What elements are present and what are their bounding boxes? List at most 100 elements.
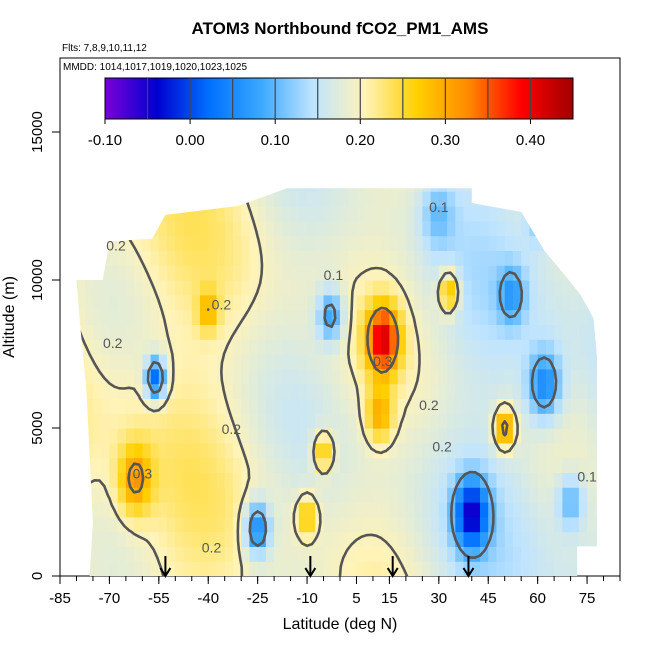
- heatmap-cell: [224, 561, 234, 576]
- heatmap-cell: [364, 428, 374, 444]
- heatmap-cell: [125, 546, 135, 562]
- heatmap-cell: [471, 457, 481, 473]
- heatmap-cell: [60, 324, 69, 339]
- heatmap-cell: [150, 188, 160, 192]
- heatmap-cell: [134, 191, 143, 207]
- heatmap-cell: [356, 250, 366, 266]
- heatmap-cell: [480, 354, 489, 370]
- heatmap-cell: [183, 309, 193, 325]
- heatmap-cell: [356, 294, 366, 311]
- heatmap-cell: [167, 457, 176, 473]
- heatmap-cell: [76, 531, 86, 547]
- heatmap-cell: [117, 220, 127, 237]
- heatmap-cell: [504, 502, 514, 518]
- heatmap-cell: [529, 354, 539, 370]
- heatmap-cell: [290, 250, 300, 266]
- heatmap-cell: [340, 294, 349, 311]
- heatmap-cell: [117, 250, 127, 266]
- heatmap-cell: [512, 188, 522, 192]
- heatmap-cell: [521, 561, 530, 576]
- heatmap-cell: [529, 487, 539, 503]
- heatmap-cell: [578, 188, 588, 192]
- heatmap-cell: [529, 206, 539, 222]
- heatmap-cell: [265, 294, 275, 311]
- heatmap-cell: [265, 368, 275, 385]
- heatmap-cell: [430, 309, 440, 325]
- heatmap-cell: [455, 442, 465, 459]
- heatmap-cell: [587, 442, 596, 459]
- heatmap-cell: [496, 368, 506, 385]
- heatmap-cell: [76, 398, 86, 414]
- heatmap-cell: [521, 368, 530, 385]
- heatmap-cell: [191, 250, 201, 266]
- heatmap-cell: [290, 235, 300, 251]
- heatmap-cell: [537, 531, 547, 547]
- heatmap-cell: [405, 294, 415, 311]
- x-tick-label: 15: [381, 590, 398, 607]
- heatmap-cell: [537, 546, 547, 562]
- heatmap-cell: [595, 442, 597, 459]
- heatmap-cell: [208, 265, 217, 281]
- x-tick-label: 5: [352, 590, 360, 607]
- heatmap-cell: [232, 191, 242, 207]
- heatmap-cell: [134, 368, 143, 385]
- heatmap-cell: [315, 383, 325, 399]
- heatmap-cell: [216, 191, 226, 207]
- heatmap-cell: [554, 472, 563, 488]
- heatmap-cell: [595, 487, 597, 503]
- heatmap-cell: [150, 442, 160, 459]
- heatmap-cell: [356, 235, 366, 251]
- heatmap-cell: [167, 472, 176, 488]
- heatmap-cell: [430, 413, 440, 429]
- heatmap-cell: [307, 280, 316, 296]
- heatmap-cell: [257, 502, 267, 518]
- heatmap-cell: [183, 368, 193, 385]
- heatmap-cell: [405, 516, 415, 533]
- heatmap-cell: [84, 235, 94, 251]
- heatmap-cell: [232, 309, 242, 325]
- heatmap-cell: [274, 383, 283, 399]
- heatmap-cell: [224, 250, 234, 266]
- heatmap-cell: [545, 502, 555, 518]
- heatmap-cell: [414, 280, 423, 296]
- heatmap-cell: [537, 188, 547, 192]
- heatmap-cell: [595, 472, 597, 488]
- heatmap-cell: [249, 339, 259, 355]
- heatmap-cell: [471, 531, 481, 547]
- heatmap-cell: [167, 531, 176, 547]
- heatmap-cell: [84, 188, 94, 192]
- heatmap-cell: [298, 368, 308, 385]
- heatmap-cell: [76, 546, 77, 562]
- heatmap-cell: [307, 188, 316, 192]
- heatmap-cell: [578, 487, 588, 503]
- heatmap-cell: [249, 368, 259, 385]
- heatmap-cell: [348, 324, 357, 340]
- heatmap-cell: [200, 188, 209, 192]
- heatmap-cell: [570, 398, 580, 414]
- heatmap-cell: [455, 516, 465, 533]
- heatmap-cell: [76, 368, 86, 385]
- heatmap-cell: [612, 265, 621, 280]
- heatmap-cell: [430, 561, 440, 576]
- heatmap-cell: [265, 442, 275, 459]
- heatmap-cell: [422, 546, 432, 562]
- heatmap-cell: [307, 472, 316, 488]
- heatmap-cell: [562, 487, 572, 503]
- heatmap-cell: [578, 206, 588, 222]
- heatmap-cell: [537, 428, 547, 444]
- heatmap-cell: [372, 188, 382, 192]
- heatmap-cell: [480, 206, 489, 222]
- heatmap-cell: [612, 221, 621, 236]
- heatmap-cell: [512, 516, 522, 533]
- heatmap-cell: [348, 383, 357, 399]
- heatmap-cell: [422, 280, 432, 296]
- heatmap-cell: [521, 398, 530, 414]
- heatmap-cell: [537, 280, 547, 296]
- heatmap-cell: [84, 250, 94, 266]
- heatmap-cell: [604, 487, 613, 502]
- heatmap-cell: [405, 250, 415, 266]
- heatmap-cell: [438, 398, 448, 414]
- heatmap-cell: [587, 516, 596, 533]
- heatmap-cell: [389, 383, 399, 399]
- heatmap-cell: [562, 206, 572, 222]
